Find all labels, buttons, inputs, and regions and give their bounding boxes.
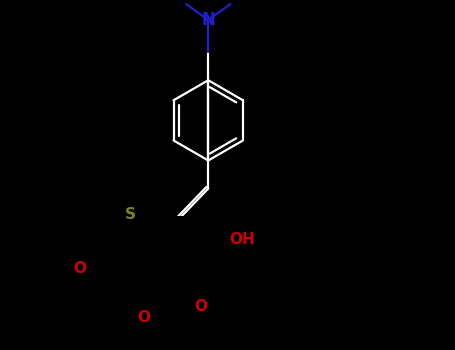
Text: O: O [194,299,207,314]
Text: O: O [73,260,86,275]
Text: S: S [125,208,136,223]
Text: O: O [137,310,151,325]
Text: N: N [201,11,215,29]
Text: OH: OH [229,232,255,247]
